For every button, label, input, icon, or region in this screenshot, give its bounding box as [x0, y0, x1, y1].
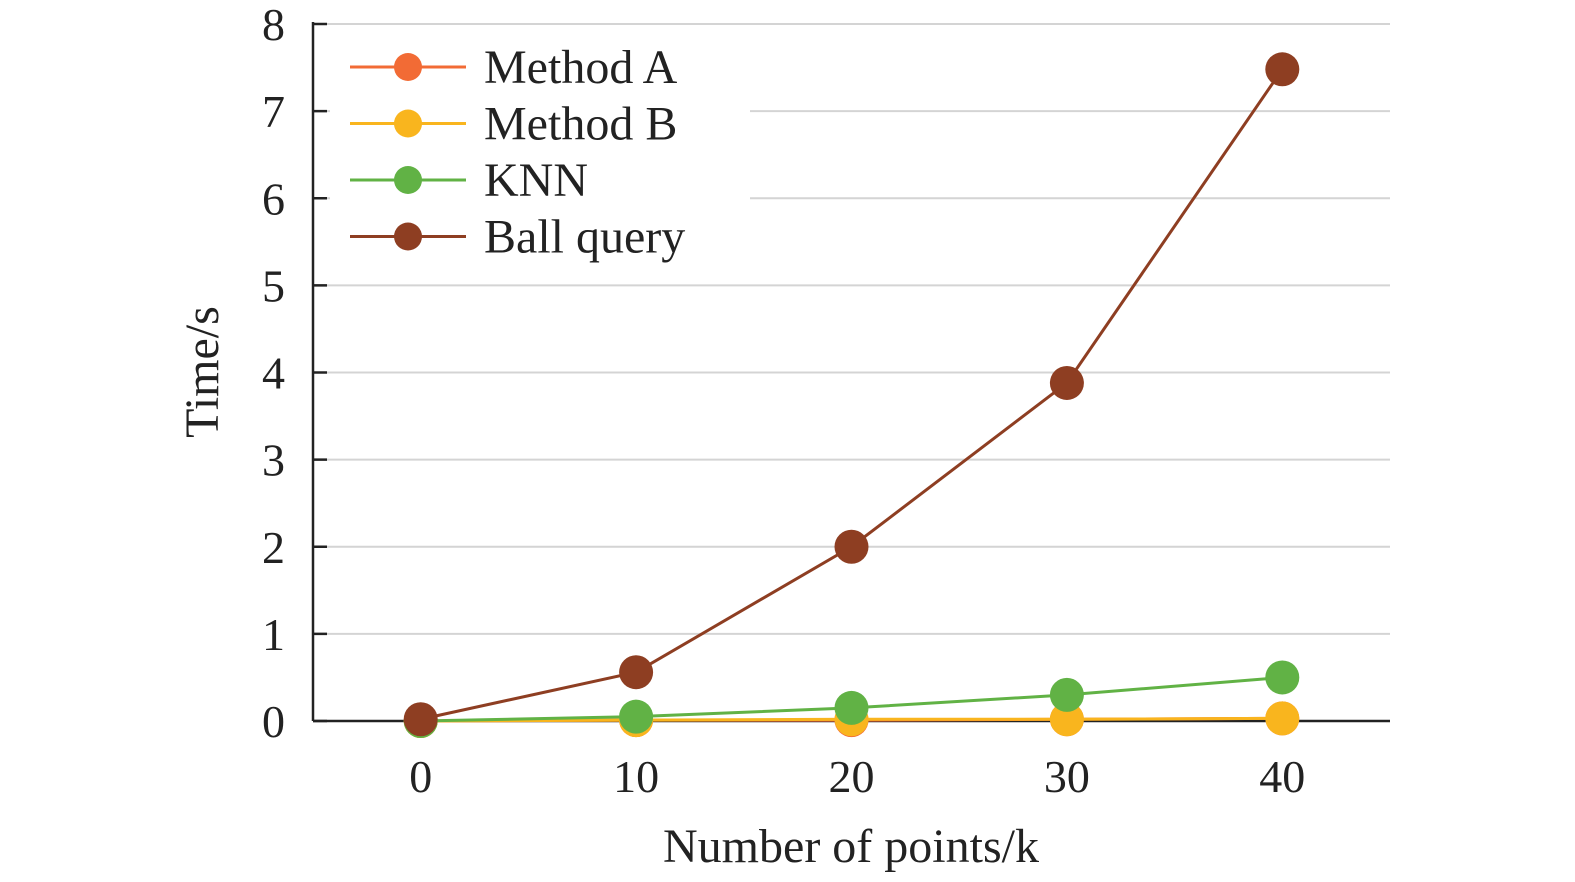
legend-label: Ball query: [484, 211, 685, 264]
y-axis-title: Time/s: [176, 306, 229, 438]
series-ball-query: [403, 52, 1300, 737]
data-point-knn: [1049, 677, 1084, 712]
y-tick-label: 7: [262, 86, 285, 137]
legend-item-ball-query: Ball query: [350, 211, 685, 264]
x-tick-label: 0: [409, 751, 432, 802]
legend-label: Method B: [484, 98, 677, 151]
y-tick-label: 8: [262, 0, 285, 50]
x-tick-label: 40: [1259, 751, 1305, 802]
data-point-method-b: [1049, 702, 1084, 737]
data-point-ball-query: [834, 529, 869, 564]
x-axis-ticks: 0 10 20 30 40: [409, 751, 1305, 802]
data-point-knn: [1265, 660, 1300, 695]
data-point-knn: [619, 699, 654, 734]
y-tick-label: 2: [262, 522, 285, 573]
legend-swatch-marker: [394, 222, 422, 251]
data-point-ball-query: [1049, 365, 1084, 400]
x-tick-label: 30: [1044, 751, 1090, 802]
legend-swatch-marker: [394, 166, 422, 194]
legend-swatch-marker: [394, 109, 422, 138]
y-tick-label: 6: [262, 173, 285, 224]
data-point-knn: [834, 690, 869, 725]
x-axis-title: Number of points/k: [663, 820, 1039, 873]
data-point-ball-query: [1265, 52, 1300, 87]
legend-item-knn: KNN: [350, 154, 588, 207]
legend-label: Method A: [484, 41, 678, 94]
y-axis-ticks: 0 1 2 3 4 5 6 7 8: [262, 0, 327, 747]
legend-label: KNN: [484, 154, 588, 207]
y-tick-label: 3: [262, 435, 285, 486]
x-tick-label: 20: [829, 751, 875, 802]
data-point-ball-query: [619, 655, 654, 690]
y-tick-label: 0: [262, 696, 285, 747]
legend-swatch-marker: [394, 53, 422, 81]
data-point-ball-query: [403, 702, 438, 737]
legend-item-method-a: Method A: [350, 41, 678, 94]
data-point-method-b: [1265, 701, 1300, 736]
x-tick-label: 10: [613, 751, 659, 802]
series-group: [403, 52, 1300, 738]
y-tick-label: 4: [262, 348, 285, 399]
y-tick-label: 1: [262, 609, 285, 660]
y-tick-label: 5: [262, 260, 285, 311]
legend-item-method-b: Method B: [350, 98, 677, 151]
